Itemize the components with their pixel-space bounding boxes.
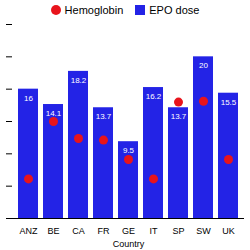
html-text:EPO dose: EPO dose bbox=[149, 4, 200, 16]
svg-text:ANZ: ANZ bbox=[20, 226, 39, 236]
html-text:Hemoglobin: Hemoglobin bbox=[64, 4, 124, 16]
svg-text:IT: IT bbox=[150, 226, 159, 236]
svg-text:SP: SP bbox=[172, 226, 184, 236]
svg-text:14.1: 14.1 bbox=[46, 109, 62, 118]
svg-text:GE: GE bbox=[122, 226, 135, 236]
svg-text:20: 20 bbox=[199, 61, 208, 70]
svg-text:FR: FR bbox=[98, 226, 110, 236]
svg-text:15.5: 15.5 bbox=[221, 98, 237, 107]
svg-text:9.5: 9.5 bbox=[123, 146, 135, 155]
svg-text:16: 16 bbox=[24, 94, 33, 103]
svg-text:13.7: 13.7 bbox=[171, 112, 187, 121]
svg-text:13.7: 13.7 bbox=[96, 112, 112, 121]
svg-text:16.2: 16.2 bbox=[146, 92, 162, 101]
svg-text:BE: BE bbox=[47, 226, 59, 236]
svg-text:CA: CA bbox=[72, 226, 85, 236]
svg-text:SW: SW bbox=[196, 226, 211, 236]
svg-text:18.2: 18.2 bbox=[71, 76, 87, 85]
svg-text:Country: Country bbox=[113, 239, 145, 249]
svg-text:UK: UK bbox=[222, 226, 235, 236]
